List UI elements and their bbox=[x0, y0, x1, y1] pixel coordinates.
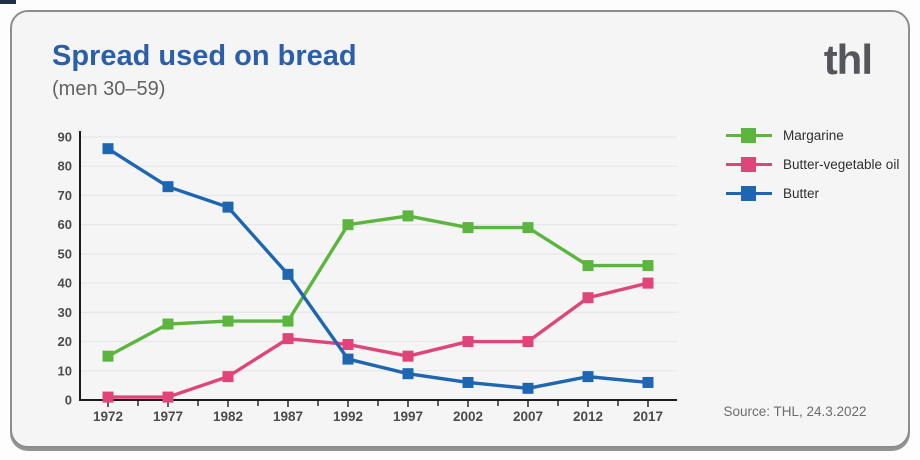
y-tick-label: 10 bbox=[58, 363, 72, 378]
source-caption: Source: THL, 24.3.2022 bbox=[723, 404, 867, 419]
x-tick-label: 2017 bbox=[633, 409, 663, 424]
thl-logo: thl bbox=[823, 36, 873, 83]
data-point-marker bbox=[342, 353, 354, 365]
y-tick-label: 80 bbox=[58, 159, 72, 174]
data-point-marker bbox=[222, 371, 234, 383]
y-tick-label: 60 bbox=[58, 217, 72, 232]
x-tick-label: 2012 bbox=[573, 409, 603, 424]
data-point-marker bbox=[462, 222, 474, 234]
data-point-marker bbox=[102, 143, 114, 155]
series-line-butter-vegetable-oil bbox=[108, 281, 649, 399]
x-tick-label: 1972 bbox=[93, 409, 123, 424]
y-tick-label: 90 bbox=[58, 130, 72, 145]
legend-item-butter: Butter bbox=[726, 179, 899, 208]
page-top-edge-bar bbox=[0, 0, 16, 4]
chart-title: Spread used on bread bbox=[52, 40, 357, 72]
x-tick-label: 2002 bbox=[453, 409, 483, 424]
y-tick-label: 30 bbox=[58, 305, 72, 320]
data-point-marker bbox=[582, 371, 594, 383]
data-point-marker bbox=[402, 368, 414, 380]
x-tick-label: 2007 bbox=[513, 409, 543, 424]
legend-label: Butter bbox=[783, 186, 820, 201]
x-tick-label: 1977 bbox=[153, 409, 183, 424]
legend-marker-icon bbox=[726, 157, 772, 172]
data-point-marker bbox=[402, 350, 414, 362]
x-tick-label: 1987 bbox=[273, 409, 303, 424]
series-line-butter bbox=[107, 147, 649, 391]
data-point-marker bbox=[342, 338, 354, 350]
series-line-margarine bbox=[107, 214, 648, 358]
data-point-marker bbox=[402, 210, 414, 222]
x-tick-label: 1997 bbox=[393, 409, 423, 424]
data-point-marker bbox=[522, 222, 534, 234]
data-point-marker bbox=[102, 350, 114, 362]
data-point-marker bbox=[102, 391, 114, 403]
data-point-marker bbox=[522, 336, 534, 348]
data-point-marker bbox=[282, 315, 294, 327]
y-tick-label: 70 bbox=[58, 188, 72, 203]
y-tick-label: 50 bbox=[58, 246, 72, 261]
legend-label: Butter-vegetable oil bbox=[783, 157, 900, 172]
data-point-marker bbox=[222, 315, 234, 327]
chart-subtitle: (men 30–59) bbox=[52, 78, 166, 100]
y-tick-label: 40 bbox=[58, 276, 72, 291]
data-point-marker bbox=[462, 376, 474, 388]
chart-legend: Margarine Butter-vegetable oil Butter bbox=[726, 121, 899, 208]
data-point-marker bbox=[162, 181, 174, 193]
data-point-marker bbox=[642, 260, 654, 272]
data-point-marker bbox=[582, 292, 594, 304]
x-tick-label: 1982 bbox=[213, 409, 243, 424]
data-point-marker bbox=[642, 277, 654, 289]
data-point-marker bbox=[642, 376, 654, 388]
legend-label: Margarine bbox=[783, 128, 844, 143]
data-point-marker bbox=[282, 268, 294, 280]
data-point-marker bbox=[582, 260, 594, 272]
data-point-marker bbox=[462, 336, 474, 348]
data-point-marker bbox=[222, 201, 234, 213]
data-point-marker bbox=[282, 333, 294, 345]
legend-item-margarine: Margarine bbox=[726, 121, 899, 150]
data-point-marker bbox=[162, 391, 174, 403]
data-point-marker bbox=[522, 382, 534, 394]
y-tick-label: 0 bbox=[65, 393, 72, 408]
legend-marker-icon bbox=[726, 128, 772, 143]
infographic-card: Spread used on bread (men 30–59) thl bbox=[10, 10, 910, 448]
legend-marker-icon bbox=[726, 186, 772, 201]
x-tick-label: 1992 bbox=[333, 409, 363, 424]
data-point-marker bbox=[342, 219, 354, 231]
data-point-marker bbox=[162, 318, 174, 330]
y-tick-label: 20 bbox=[58, 334, 72, 349]
legend-item-butter-vegetable-oil: Butter-vegetable oil bbox=[726, 150, 899, 179]
